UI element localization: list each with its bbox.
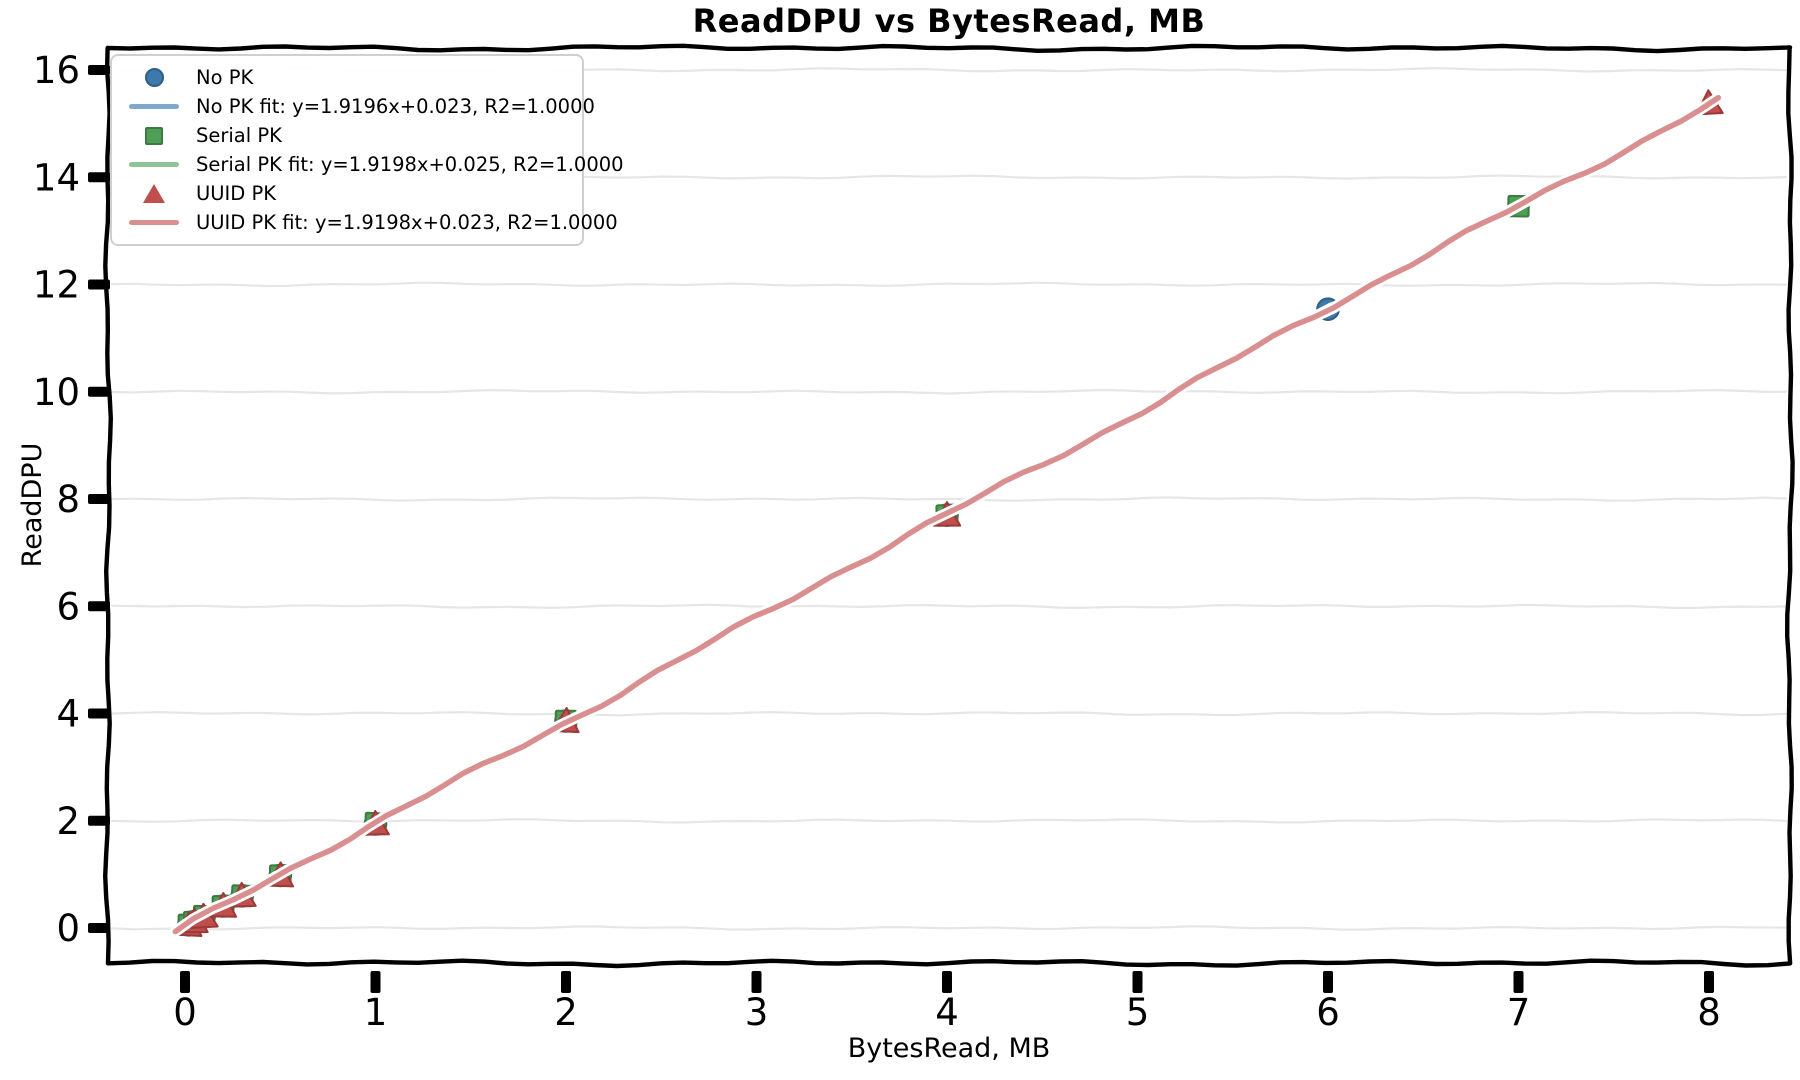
x-tick	[370, 971, 381, 993]
x-tick-label: 6	[1316, 991, 1340, 1034]
tick-marks	[88, 65, 1714, 993]
y-tick-label: 10	[33, 371, 80, 414]
serial-pk-marker-icon	[145, 126, 163, 145]
right-spine	[1785, 45, 1795, 966]
x-tick	[942, 971, 952, 993]
y-axis-label: ReadDPU	[17, 442, 48, 568]
y-tick-label: 12	[33, 264, 80, 307]
legend-label: No PK fit: y=1.9196x+0.023, R2=1.0000	[196, 95, 595, 118]
y-tick	[88, 708, 110, 719]
left-spine	[103, 45, 113, 966]
legend-swatch-cell	[112, 68, 196, 87]
y-tick	[88, 815, 110, 826]
x-tick	[1323, 971, 1333, 993]
y-tick-label: 4	[56, 693, 80, 736]
y-tick	[88, 172, 110, 183]
uuid-pk-fit-line-icon	[129, 220, 179, 225]
legend-label: UUID PK fit: y=1.9198x+0.023, R2=1.0000	[196, 211, 618, 234]
bottom-spine	[105, 958, 1793, 969]
legend-swatch-cell	[112, 184, 196, 203]
grid-line	[110, 818, 1788, 824]
grid-line	[110, 603, 1788, 610]
x-tick	[751, 971, 762, 993]
legend-item-serial-pk-fit: Serial PK fit: y=1.9198x+0.025, R2=1.000…	[112, 150, 624, 179]
legend-swatch-cell	[112, 162, 196, 167]
legend-item-serial-pk: Serial PK	[112, 121, 574, 150]
y-tick-label: 14	[33, 156, 80, 199]
grid-line	[110, 496, 1788, 502]
legend-label: Serial PK	[196, 124, 282, 147]
uuid-pk-marker-icon	[143, 184, 165, 203]
legend-label: No PK	[196, 66, 254, 89]
y-tick	[88, 601, 110, 612]
legend-item-no-pk-fit: No PK fit: y=1.9196x+0.023, R2=1.0000	[112, 92, 595, 121]
y-tick	[88, 494, 110, 504]
x-tick-label: 5	[1126, 991, 1150, 1034]
y-tick	[88, 279, 110, 290]
x-tick	[180, 971, 190, 993]
serial-pk-fit-line-icon	[129, 162, 179, 167]
legend-swatch-cell	[112, 126, 196, 145]
grid-line	[110, 711, 1788, 717]
top-spine	[105, 43, 1793, 54]
chart-title: ReadDPU vs BytesRead, MB	[692, 2, 1206, 40]
y-tick-label: 0	[56, 907, 80, 950]
grid-line	[110, 925, 1788, 931]
legend: No PK No PK fit: y=1.9196x+0.023, R2=1.0…	[110, 54, 624, 246]
y-tick	[88, 923, 110, 933]
legend-label: UUID PK	[196, 182, 277, 205]
grid-line	[110, 281, 1788, 288]
y-tick	[88, 65, 110, 75]
y-tick-label: 2	[56, 800, 80, 843]
legend-item-no-pk: No PK	[112, 63, 574, 92]
x-tick	[1132, 971, 1143, 993]
x-tick-label: 1	[364, 991, 388, 1034]
y-tick	[88, 386, 110, 397]
x-tick-label: 3	[745, 991, 769, 1034]
legend-swatch-cell	[112, 104, 196, 109]
axes-spines	[103, 43, 1795, 969]
grid-line	[110, 388, 1788, 395]
y-tick-label: 16	[33, 49, 80, 92]
x-tick-label: 2	[554, 991, 578, 1034]
x-axis-label: BytesRead, MB	[847, 1033, 1051, 1064]
fit-line-uuid-pk-fit	[172, 94, 1722, 935]
no-pk-fit-line-icon	[129, 104, 179, 109]
x-tick	[1513, 971, 1524, 993]
y-tick-label: 6	[56, 585, 80, 628]
y-tick-label: 8	[56, 478, 80, 521]
x-tick-label: 8	[1697, 991, 1721, 1034]
x-tick	[1704, 971, 1714, 993]
x-tick-label: 0	[173, 991, 197, 1034]
x-tick-label: 4	[935, 991, 959, 1034]
gridlines	[110, 67, 1788, 931]
legend-item-uuid-pk-fit: UUID PK fit: y=1.9198x+0.023, R2=1.0000	[112, 208, 618, 237]
legend-swatch-cell	[112, 220, 196, 225]
x-tick-label: 7	[1507, 991, 1531, 1034]
x-tick	[561, 971, 571, 993]
legend-label: Serial PK fit: y=1.9198x+0.025, R2=1.000…	[196, 153, 624, 176]
no-pk-marker-icon	[144, 68, 164, 87]
legend-item-uuid-pk: UUID PK	[112, 179, 574, 208]
